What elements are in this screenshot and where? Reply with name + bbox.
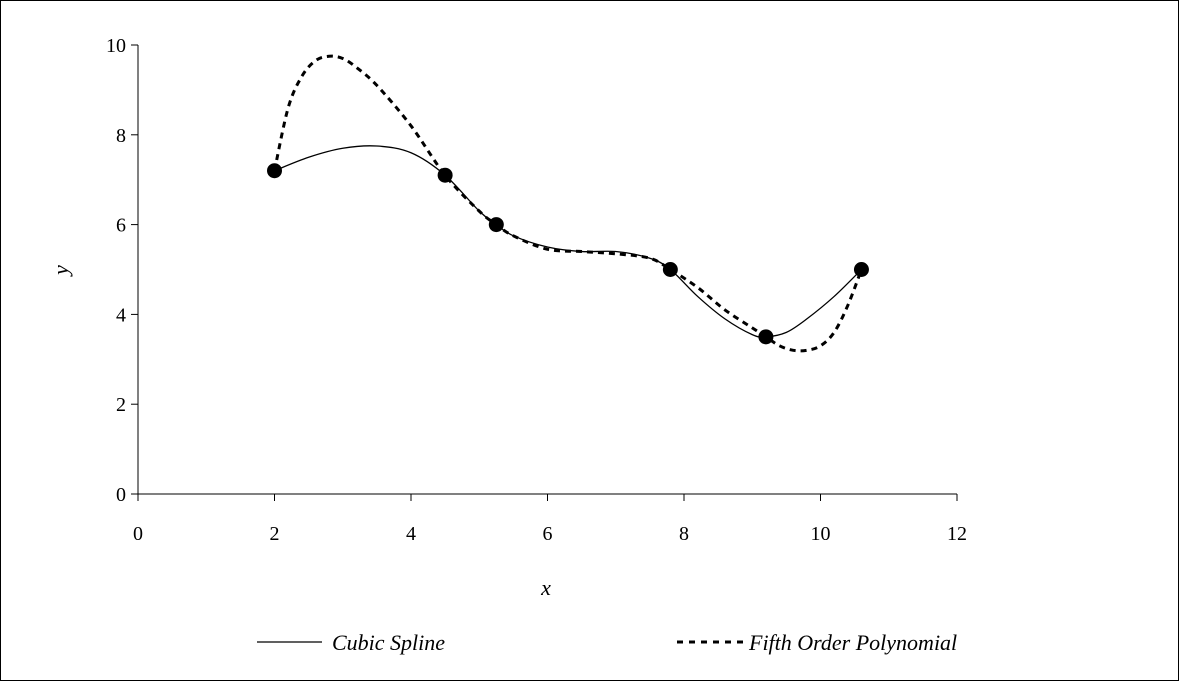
data-point — [437, 167, 453, 183]
data-point — [853, 262, 869, 277]
data-point — [488, 217, 504, 233]
x-tick-label: 12 — [947, 523, 967, 545]
y-tick-label: 2 — [116, 394, 126, 416]
series-line-fifth-order-polynomial — [273, 54, 863, 353]
y-tick-label: 4 — [116, 304, 126, 326]
y-axis-label: y — [48, 265, 73, 277]
y-tick-label: 10 — [106, 35, 126, 57]
series-line-cubic-spline — [274, 145, 862, 338]
legend-label-fifth-order-polynomial: Fifth Order Polynomial — [748, 630, 957, 655]
data-point — [758, 329, 774, 345]
data-points — [267, 163, 869, 345]
x-tick-label: 0 — [133, 523, 143, 545]
data-point — [662, 262, 678, 277]
x-axis-label: x — [540, 575, 551, 600]
axes: 0 2 4 6 8 10 12 0 2 4 6 8 10 — [106, 35, 967, 545]
legend-label-cubic-spline: Cubic Spline — [332, 630, 445, 655]
y-tick-label: 6 — [116, 215, 126, 237]
legend: Cubic Spline Fifth Order Polynomial — [257, 630, 957, 655]
series-layer — [273, 54, 863, 353]
x-tick-label: 2 — [270, 523, 280, 545]
x-tick-label: 6 — [543, 523, 553, 545]
y-tick-label: 8 — [116, 125, 126, 147]
x-tick-label: 8 — [679, 523, 689, 545]
x-tick-label: 4 — [406, 523, 416, 545]
y-tick-label: 0 — [116, 484, 126, 506]
data-point — [267, 163, 282, 179]
x-tick-label: 10 — [811, 523, 831, 545]
